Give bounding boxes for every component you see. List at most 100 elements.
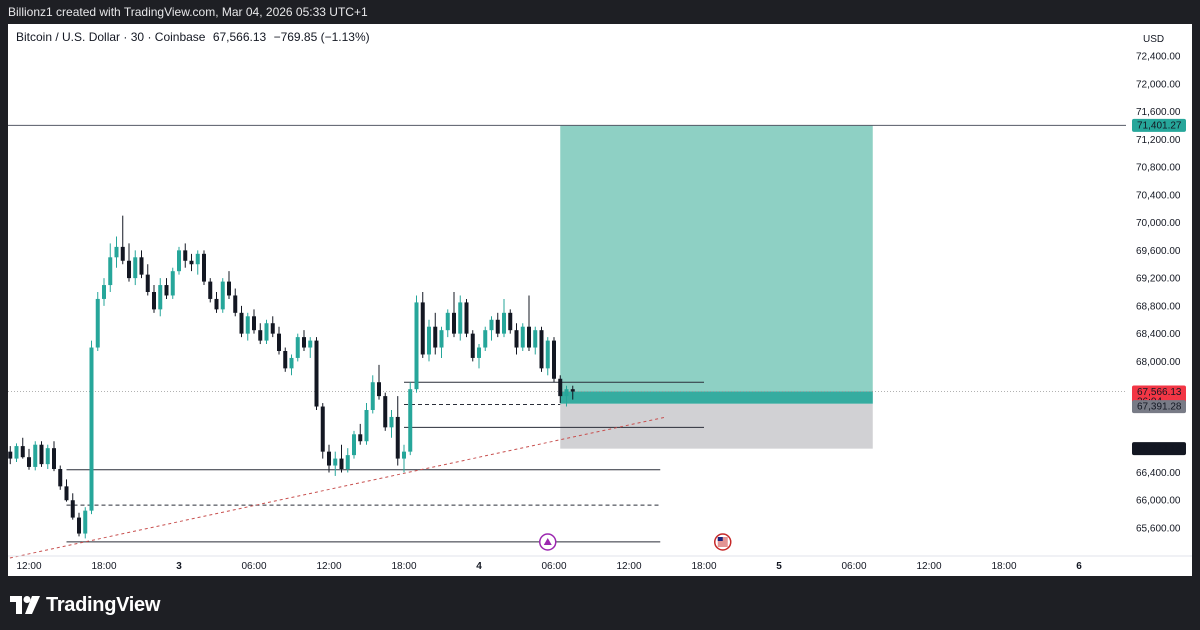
candle[interactable]	[252, 309, 256, 334]
candle[interactable]	[289, 354, 294, 376]
candle[interactable]	[208, 278, 213, 303]
candle[interactable]	[439, 326, 444, 358]
candle[interactable]	[33, 441, 38, 471]
candle[interactable]	[8, 446, 13, 465]
candle[interactable]	[52, 441, 56, 472]
candle[interactable]	[545, 337, 550, 376]
candle[interactable]	[295, 333, 300, 362]
candle[interactable]	[152, 285, 156, 313]
candle[interactable]	[420, 292, 425, 358]
candle[interactable]	[327, 444, 331, 473]
candle[interactable]	[233, 288, 238, 317]
candle[interactable]	[533, 326, 538, 355]
candle[interactable]	[183, 243, 188, 268]
candle[interactable]	[164, 278, 169, 299]
candle[interactable]	[352, 430, 356, 459]
candle[interactable]	[39, 441, 44, 467]
candle[interactable]	[314, 337, 319, 410]
candle[interactable]	[89, 340, 94, 515]
candle[interactable]	[320, 403, 325, 459]
candle[interactable]	[27, 448, 31, 470]
candle[interactable]	[527, 295, 531, 351]
candle[interactable]	[508, 309, 513, 334]
chart-frame[interactable]: 72,400.00 72,000.00 71,600.00 71,200.00 70,8…	[8, 24, 1192, 576]
candle[interactable]	[133, 250, 138, 286]
candle[interactable]	[64, 479, 69, 502]
crypto-event-icon[interactable]	[539, 533, 557, 551]
candle[interactable]	[45, 444, 50, 469]
candle[interactable]	[433, 312, 438, 355]
candle[interactable]	[464, 298, 469, 338]
candle[interactable]	[339, 444, 344, 473]
loss-zone[interactable]	[560, 403, 873, 449]
candle[interactable]	[452, 292, 456, 338]
candle[interactable]	[145, 264, 150, 296]
candle[interactable]	[283, 347, 288, 372]
candle[interactable]	[277, 326, 281, 355]
candle[interactable]	[302, 330, 306, 351]
candle[interactable]	[20, 437, 25, 459]
candle[interactable]	[495, 312, 500, 338]
candle[interactable]	[414, 295, 419, 393]
candle[interactable]	[477, 344, 481, 369]
candle[interactable]	[95, 292, 100, 351]
us-flag-icon[interactable]	[714, 533, 732, 551]
candle[interactable]	[58, 465, 63, 490]
candle[interactable]	[83, 507, 88, 539]
candle[interactable]	[395, 396, 400, 466]
symbol-name[interactable]: Bitcoin / U.S. Dollar	[16, 30, 121, 44]
candle[interactable]	[245, 312, 250, 341]
candle[interactable]	[408, 382, 413, 456]
candle[interactable]	[120, 215, 125, 265]
candle[interactable]	[389, 410, 394, 438]
price-chart[interactable]: 72,400.00 72,000.00 71,600.00 71,200.00 70,8…	[8, 24, 1192, 576]
candle[interactable]	[333, 451, 338, 476]
candle[interactable]	[502, 298, 506, 338]
candle[interactable]	[445, 309, 450, 338]
candle[interactable]	[552, 337, 556, 383]
candle[interactable]	[427, 319, 431, 362]
candle[interactable]	[402, 444, 406, 473]
candle[interactable]	[514, 323, 519, 355]
candle[interactable]	[270, 316, 275, 338]
candle[interactable]	[114, 236, 119, 268]
symbol-exchange[interactable]: Coinbase	[154, 30, 206, 44]
candle[interactable]	[377, 364, 381, 400]
currency-label[interactable]: USD	[1143, 34, 1164, 45]
candle[interactable]	[108, 243, 113, 292]
trendline[interactable]	[8, 416, 667, 559]
candle[interactable]	[170, 267, 175, 299]
candle[interactable]	[470, 330, 475, 362]
candle[interactable]	[308, 337, 313, 358]
candle[interactable]	[458, 295, 463, 341]
candle[interactable]	[539, 326, 544, 372]
candle[interactable]	[483, 326, 488, 351]
candle[interactable]	[220, 278, 225, 313]
candle[interactable]	[358, 423, 363, 445]
candle[interactable]	[370, 375, 375, 414]
candle[interactable]	[564, 385, 569, 407]
candle[interactable]	[77, 512, 81, 537]
candle[interactable]	[195, 250, 200, 275]
candle[interactable]	[364, 403, 369, 445]
candle[interactable]	[202, 250, 206, 286]
candle[interactable]	[227, 271, 231, 299]
candle[interactable]	[127, 243, 131, 282]
candle[interactable]	[264, 319, 269, 345]
candle[interactable]	[14, 443, 19, 463]
candle[interactable]	[102, 278, 106, 306]
candle[interactable]	[158, 278, 163, 317]
candle[interactable]	[383, 392, 388, 431]
symbol-interval[interactable]: 30	[130, 30, 145, 44]
profit-zone[interactable]	[560, 125, 873, 404]
candle[interactable]	[520, 323, 525, 351]
candle[interactable]	[570, 385, 575, 400]
candle[interactable]	[558, 375, 563, 404]
candle[interactable]	[189, 253, 194, 272]
candle[interactable]	[70, 493, 75, 520]
candle[interactable]	[258, 323, 263, 345]
candle[interactable]	[139, 250, 144, 279]
candle[interactable]	[239, 305, 244, 338]
candle[interactable]	[177, 246, 181, 275]
candle[interactable]	[489, 316, 494, 341]
